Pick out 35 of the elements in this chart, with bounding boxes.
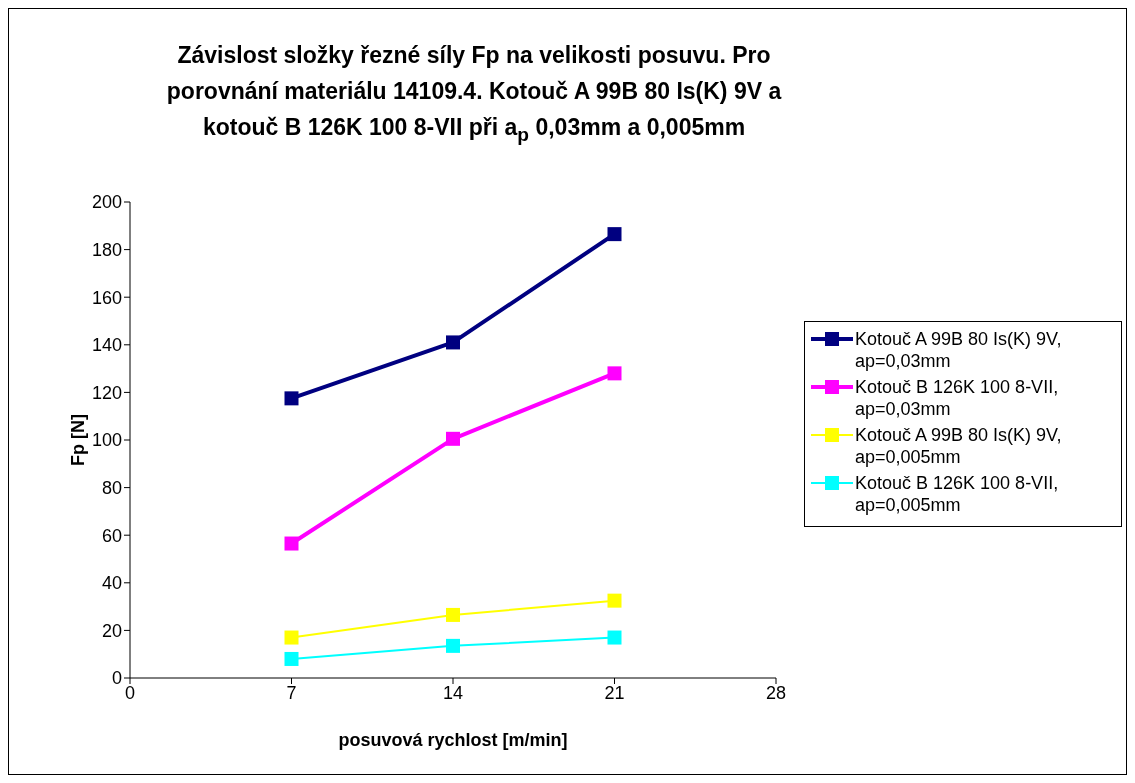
y-tick-label: 180: [91, 239, 122, 260]
point: [284, 391, 299, 406]
point: [446, 638, 460, 653]
x-axis-title: posuvová rychlost [m/min]: [338, 730, 568, 750]
point: [284, 651, 299, 666]
y-tick-label: 80: [101, 477, 122, 498]
point: [284, 630, 299, 645]
x-tick-label: 14: [442, 682, 464, 703]
point: [607, 366, 622, 381]
y-tick-label: 100: [91, 430, 122, 451]
y-tick-label: 160: [91, 287, 122, 308]
point: [446, 431, 460, 446]
y-tick-label: 140: [91, 335, 122, 356]
legend-label: Kotouč A 99B 80 Is(K) 9V, ap=0,03mm: [855, 328, 1063, 372]
y-tick-label: 40: [101, 573, 122, 594]
point: [284, 536, 299, 551]
x-tick-label: 21: [604, 682, 625, 703]
y-tick-label: 200: [91, 192, 122, 213]
y-tick-label: 20: [101, 620, 122, 641]
y-tick-label: 0: [111, 668, 122, 689]
y-tick-label: 60: [101, 525, 122, 546]
x-tick-label: 28: [765, 682, 787, 703]
legend-label: Kotouč B 126K 100 8-VII, ap=0,03mm: [855, 376, 1060, 420]
x-tick-label: 0: [124, 682, 136, 703]
point: [607, 593, 622, 608]
legend-label: Kotouč B 126K 100 8-VII, ap=0,005mm: [855, 472, 1060, 516]
chart-title: Závislost složky řezné síly Fp na velikosti posuvu. Pro porovnání materiálu 14109.4. Kotouč A 99B 80 Is(K) 9V a kotouč B 126K 100 8-VII při a$_{p}$ 0,03mm a 0,005mm: [165, 41, 783, 147]
y-tick-label: 120: [91, 382, 122, 403]
point: [607, 630, 622, 645]
legend-label: Kotouč A 99B 80 Is(K) 9V, ap=0,005mm: [855, 424, 1063, 468]
point: [446, 335, 460, 350]
point: [607, 227, 622, 242]
x-tick-label: 7: [286, 682, 297, 703]
point: [446, 607, 460, 622]
y-axis-title: Fp [N]: [68, 414, 89, 466]
